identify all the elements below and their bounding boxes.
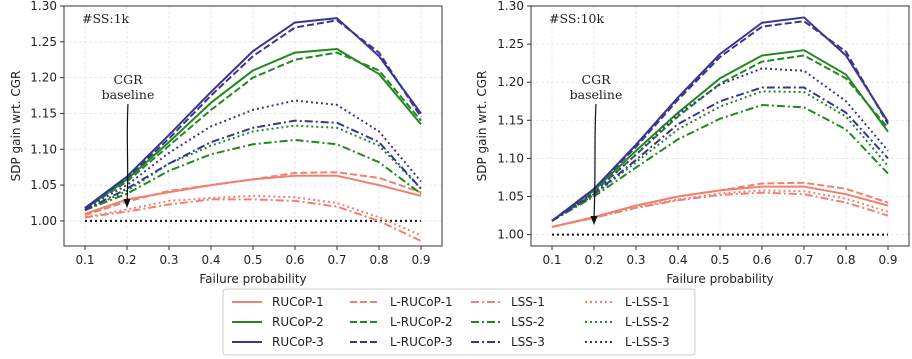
legend-label-rucop-3: RUCoP-3 — [272, 335, 324, 349]
x-tick-label: 0.5 — [710, 253, 729, 267]
y-axis-label: SDP gain wrt. CGR — [475, 71, 489, 182]
y-tick-label: 1.20 — [30, 71, 57, 85]
legend-label-l-lss-2: L-LSS-2 — [625, 315, 670, 329]
annotation-line-1: CGR — [114, 72, 144, 87]
y-tick-label: 1.15 — [497, 113, 524, 127]
annotation-arrowhead — [590, 216, 598, 225]
y-tick-label: 1.00 — [497, 228, 524, 242]
series-line-l-rucop-3 — [551, 20, 889, 222]
x-tick-label: 0.1 — [75, 253, 94, 267]
series-line-rucop-2 — [84, 47, 422, 210]
y-tick-label: 1.05 — [30, 178, 57, 192]
legend-label-lss-1: LSS-1 — [511, 295, 545, 309]
x-tick-label: 0.6 — [285, 253, 304, 267]
x-tick-label: 0.3 — [626, 253, 645, 267]
x-tick-label: 0.5 — [243, 253, 262, 267]
legend-label-rucop-1: RUCoP-1 — [272, 295, 324, 309]
series-line-l-rucop-3 — [84, 19, 422, 209]
x-tick-label: 0.4 — [201, 253, 220, 267]
x-axis-label: Failure probability — [666, 272, 773, 286]
series-line-lss-1 — [84, 198, 422, 242]
series-line-lss-1 — [551, 191, 889, 228]
annotation-arrowhead — [123, 199, 131, 208]
y-tick-label: 1.05 — [497, 189, 524, 203]
y-tick-label: 1.30 — [497, 0, 524, 13]
annotation-line-1: CGR — [582, 72, 612, 87]
panel-label: #SS:1k — [82, 11, 130, 26]
x-axis-label: Failure probability — [199, 272, 306, 286]
series-line-l-rucop-1 — [551, 181, 889, 228]
y-tick-label: 1.20 — [497, 75, 524, 89]
series-line-l-lss-3 — [84, 99, 422, 210]
legend-label-lss-3: LSS-3 — [511, 335, 545, 349]
x-tick-label: 0.6 — [752, 253, 771, 267]
x-tick-label: 0.2 — [584, 253, 603, 267]
y-tick-label: 1.30 — [30, 0, 57, 13]
x-tick-label: 0.2 — [117, 253, 136, 267]
series-line-l-lss-1 — [551, 189, 889, 228]
x-tick-label: 0.9 — [411, 253, 430, 267]
y-tick-label: 1.15 — [30, 106, 57, 120]
y-axis-label: SDP gain wrt. CGR — [9, 71, 23, 182]
x-tick-label: 0.8 — [836, 253, 855, 267]
legend-label-l-lss-3: L-LSS-3 — [625, 335, 670, 349]
x-tick-label: 0.3 — [159, 253, 178, 267]
x-tick-label: 0.9 — [878, 253, 897, 267]
series-line-l-rucop-2 — [84, 51, 422, 210]
series-line-lss-2 — [551, 104, 889, 222]
series-line-l-rucop-1 — [84, 171, 422, 217]
grid — [531, 5, 909, 246]
annotation-line-2: baseline — [102, 87, 155, 102]
x-tick-label: 0.8 — [369, 253, 388, 267]
y-tick-label: 1.10 — [497, 151, 524, 165]
series-line-l-lss-3 — [551, 67, 889, 222]
series-line-lss-2 — [84, 138, 422, 212]
legend-label-l-rucop-1: L-RUCoP-1 — [390, 295, 453, 309]
legend: RUCoP-1 RUCoP-2 RUCoP-3 L-RUCoP-1 L-RUCoP-2 L… — [222, 288, 696, 356]
chart-panel-1k: 0.1 0.2 0.3 0.4 0.5 0.6 0.7 0.8 0.9 1.00 1.05 1.10 1… — [9, 0, 443, 286]
annotation-arrow — [593, 103, 597, 220]
x-tick-label: 0.1 — [542, 253, 561, 267]
y-tick-label: 1.00 — [30, 214, 57, 228]
legend-label-l-rucop-3: L-RUCoP-3 — [390, 335, 453, 349]
legend-label-lss-2: LSS-2 — [511, 315, 545, 329]
y-tick-label: 1.25 — [30, 35, 57, 49]
series-line-rucop-2 — [551, 49, 889, 222]
series-line-l-lss-2 — [84, 124, 422, 212]
legend-label-l-rucop-2: L-RUCoP-2 — [390, 315, 453, 329]
legend-label-l-lss-1: L-LSS-1 — [625, 295, 670, 309]
legend-label-rucop-2: RUCoP-2 — [272, 315, 324, 329]
annotation-arrow — [126, 103, 129, 203]
panel-label: #SS:10k — [549, 11, 604, 26]
chart-panel-10k: 0.1 0.2 0.3 0.4 0.5 0.6 0.7 0.8 0.9 1.00 1.05 1.10 1… — [475, 0, 910, 286]
series-line-lss-3 — [84, 119, 422, 212]
y-tick-label: 1.10 — [30, 142, 57, 156]
annotation-line-2: baseline — [570, 87, 623, 102]
series-line-rucop-3 — [84, 17, 422, 209]
series-line-lss-3 — [551, 86, 889, 222]
x-tick-label: 0.4 — [668, 253, 687, 267]
x-tick-label: 0.7 — [794, 253, 813, 267]
legend-box — [222, 288, 696, 356]
y-tick-label: 1.25 — [497, 37, 524, 51]
x-tick-label: 0.7 — [327, 253, 346, 267]
